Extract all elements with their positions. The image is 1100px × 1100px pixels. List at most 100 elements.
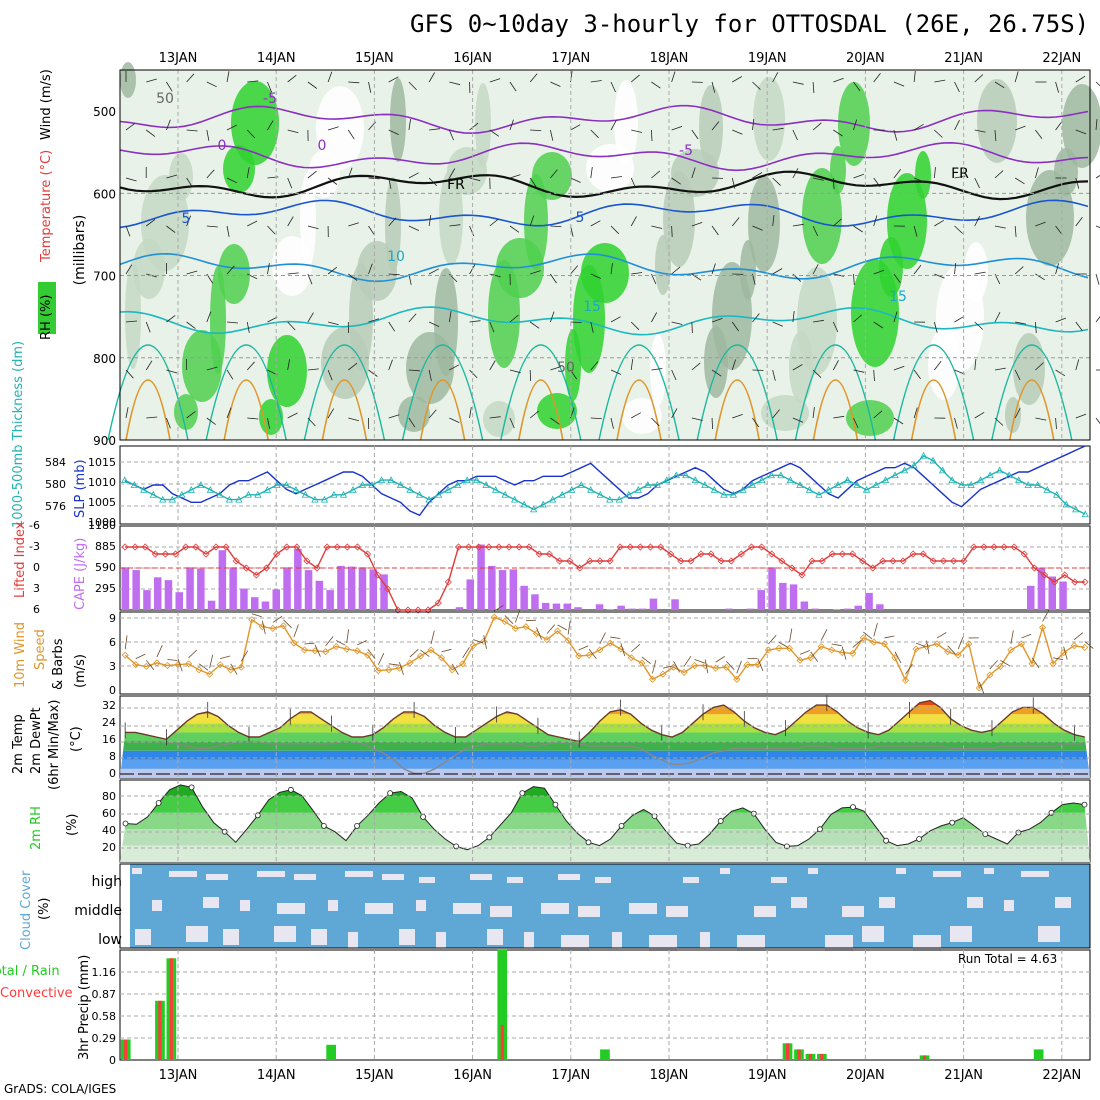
cloud-patch bbox=[365, 903, 393, 914]
wind-speed-series-point bbox=[838, 649, 846, 657]
thickness-series-point bbox=[349, 486, 357, 493]
wind-speed-series-point bbox=[290, 639, 298, 647]
wind-barb bbox=[651, 417, 660, 427]
lifted-index-series-point bbox=[242, 564, 250, 572]
thickness-series-point bbox=[254, 490, 262, 498]
wind-barb bbox=[974, 216, 981, 227]
cape-bar bbox=[121, 567, 130, 610]
thickness-series-point bbox=[263, 486, 272, 493]
bottom-date-label: 16JAN bbox=[453, 1068, 492, 1083]
wind-barb bbox=[1095, 315, 1100, 323]
lifted-index-series-point bbox=[545, 550, 553, 558]
rh-shading bbox=[928, 328, 960, 400]
cloud-patch bbox=[240, 900, 250, 911]
wind-barb bbox=[590, 417, 602, 419]
wind-barb bbox=[529, 410, 539, 419]
wind-axis-label-3: & Barbs bbox=[51, 638, 66, 690]
wind-barb bbox=[853, 81, 861, 92]
wind-barb-10m bbox=[599, 632, 606, 645]
wind-barb bbox=[509, 314, 519, 323]
wind-barb bbox=[449, 417, 460, 423]
precip-tick-label: 0 bbox=[109, 1054, 116, 1067]
wind-barb bbox=[1095, 273, 1100, 285]
wind-speed-series-point bbox=[1017, 640, 1026, 648]
wind-barb-10m bbox=[473, 639, 484, 644]
cloud-patch bbox=[950, 926, 972, 942]
wind-barb bbox=[994, 367, 1006, 371]
wind-speed-series-point bbox=[153, 659, 161, 667]
thickness-series-point bbox=[377, 476, 386, 484]
wind-barb bbox=[590, 361, 599, 371]
rh-point bbox=[387, 790, 394, 796]
cloud-axis-unit: (%) bbox=[37, 898, 52, 921]
temperature-contour bbox=[119, 104, 1089, 135]
lifted-index-series-point bbox=[899, 557, 907, 565]
cloud-patch bbox=[311, 929, 327, 945]
wind-barb bbox=[954, 81, 960, 93]
cloud-patch bbox=[132, 868, 142, 874]
wind-barb bbox=[550, 366, 561, 371]
lifted-index-series-point bbox=[404, 606, 412, 614]
wind-speed-series-point bbox=[648, 675, 657, 683]
thickness-series-point bbox=[957, 481, 966, 488]
wind-barb bbox=[691, 129, 699, 140]
wind-barb-10m bbox=[789, 628, 793, 643]
cape-bar bbox=[617, 605, 625, 610]
lifted-index-series-point bbox=[232, 557, 240, 565]
wind-barb bbox=[792, 168, 799, 179]
wind-barb-10m bbox=[504, 615, 514, 624]
wind-barb bbox=[752, 225, 763, 231]
thickness-series-point bbox=[777, 471, 785, 479]
cloud-patch bbox=[257, 871, 285, 877]
cloud-patch bbox=[416, 900, 426, 911]
wind-barb bbox=[893, 129, 898, 141]
cape-bar bbox=[154, 577, 162, 610]
wind-barb bbox=[893, 273, 901, 284]
rh-band bbox=[120, 784, 1090, 797]
wind-speed-series-point bbox=[269, 624, 277, 632]
cape-bar bbox=[854, 605, 862, 610]
thickness-series-point bbox=[520, 500, 528, 508]
rh-axis-unit: (%) bbox=[65, 814, 80, 837]
thickness-axis-label: 1000-500mb Thickness (dm) bbox=[11, 341, 26, 528]
rh-shading bbox=[565, 329, 581, 401]
thickness-series-point bbox=[976, 476, 985, 484]
cloud-patch bbox=[294, 874, 316, 880]
lifted-index-series-point bbox=[980, 543, 988, 551]
rh-axis-label: 2m RH bbox=[29, 806, 44, 850]
wind-barb bbox=[206, 129, 210, 141]
temp-series-line bbox=[125, 699, 1085, 743]
lifted-index-series-point bbox=[353, 543, 362, 551]
thickness-series-point bbox=[149, 490, 157, 498]
wind-speed-series-point bbox=[469, 642, 477, 650]
wind-barb bbox=[368, 225, 375, 236]
wind-barb bbox=[792, 417, 804, 423]
rh-shading bbox=[614, 80, 638, 164]
wind-barb bbox=[145, 129, 156, 137]
cape-tick-label: 885 bbox=[95, 540, 116, 553]
wind-barb bbox=[974, 74, 984, 83]
wind-speed-series-point bbox=[680, 668, 688, 676]
wind-axis-label-2: Speed bbox=[33, 629, 48, 670]
rh-shading bbox=[977, 79, 1017, 163]
wind-barb bbox=[307, 81, 318, 89]
wind-barb bbox=[287, 216, 294, 227]
wind-barb bbox=[853, 417, 859, 429]
lifted-index-series-point bbox=[454, 543, 463, 551]
thickness-series-point bbox=[1072, 505, 1080, 513]
wind-barb bbox=[186, 73, 195, 83]
wind-barb bbox=[1095, 81, 1100, 87]
cloud-patch bbox=[328, 900, 338, 911]
cloud-patch bbox=[967, 897, 983, 908]
contour-label: 0 bbox=[218, 138, 227, 154]
cape-bar bbox=[132, 570, 140, 610]
wind-barb bbox=[1035, 129, 1043, 140]
slp-tick-label: 1010 bbox=[88, 476, 116, 489]
wind-barb bbox=[772, 177, 781, 186]
rh-point bbox=[1048, 809, 1055, 816]
wind-barb-10m bbox=[1084, 641, 1094, 649]
wind-barb-10m bbox=[146, 660, 155, 670]
wind-barb-10m bbox=[293, 624, 299, 638]
cape-bar bbox=[488, 565, 496, 610]
thickness-series-point bbox=[159, 495, 167, 503]
